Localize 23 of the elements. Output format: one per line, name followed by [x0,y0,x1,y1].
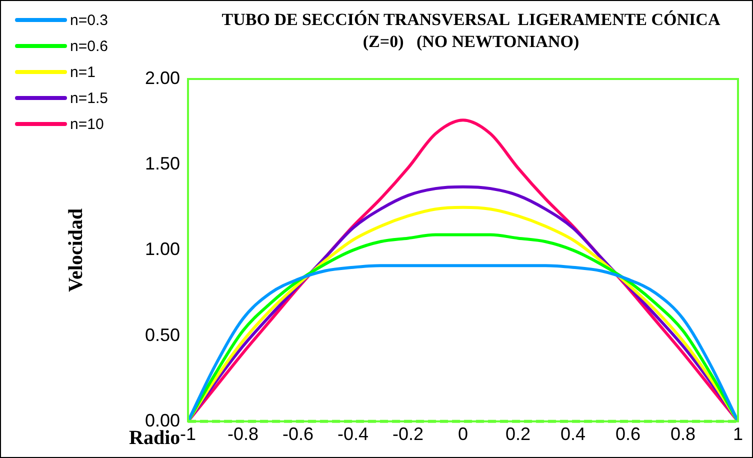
x-tick-label: -1 [180,424,196,444]
legend-label: n=10 [69,114,105,134]
x-tick-label: -0.2 [392,424,424,444]
x-tick-label: 0.6 [615,424,641,444]
y-axis-title: Velocidad [65,208,88,292]
x-tick-label: -0.4 [337,424,369,444]
x-tick-label: 0.2 [505,424,531,444]
x-tick-label: 0.8 [670,424,696,444]
y-tick-label: 1.00 [144,239,180,260]
y-tick-label: 1.50 [144,154,180,174]
x-tick-label: -0.8 [227,424,259,444]
x-tick-label: -0.6 [282,424,314,444]
chart-title: TUBO DE SECCIÓN TRANSVERSAL LIGERAMENTE CÓNICA (Z=0) (NO NEWTONIANO) [220,9,722,53]
line-series [188,264,738,422]
x-tick-label: 0 [458,424,468,444]
legend-label: n=1 [69,62,96,82]
x-tick-label: 1 [732,424,744,444]
legend-label: n=0.3 [69,10,108,30]
y-tick-label: 0.50 [144,324,180,345]
y-tick-label: 2.00 [144,68,180,88]
x-tick-label: 0.4 [560,424,586,444]
legend-label: n=0.6 [69,36,108,56]
legend-label: n=1.5 [69,88,108,108]
